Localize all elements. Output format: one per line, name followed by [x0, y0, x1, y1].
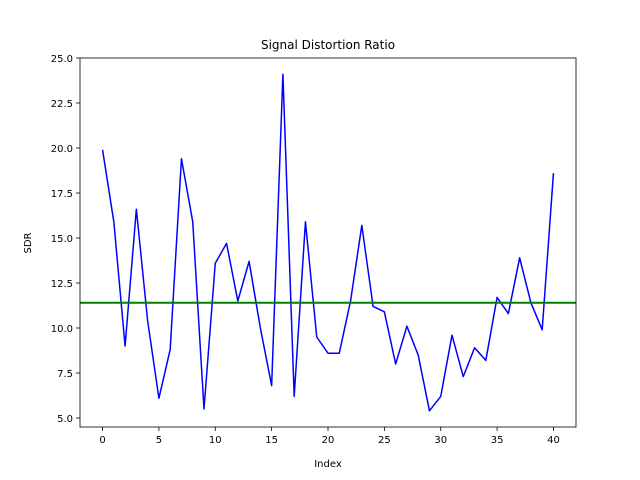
x-tick-label: 15 [265, 435, 278, 446]
y-axis-ticks: 5.0 7.5 10.0 12.5 15.0 17.5 20.0 22.5 25.0 [51, 54, 80, 425]
x-tick-label: 5 [156, 435, 162, 446]
chart-title: Signal Distortion Ratio [261, 38, 395, 52]
x-tick-label: 35 [491, 435, 504, 446]
x-tick-label: 40 [547, 435, 560, 446]
y-tick-label: 10.0 [51, 324, 73, 335]
y-tick-label: 12.5 [51, 279, 73, 290]
x-axis-ticks: 0 5 10 15 20 25 30 35 40 [99, 427, 560, 446]
x-tick-label: 0 [99, 435, 105, 446]
y-tick-label: 20.0 [51, 144, 73, 155]
y-tick-label: 7.5 [57, 369, 73, 380]
y-tick-label: 17.5 [51, 189, 73, 200]
x-tick-label: 10 [209, 435, 222, 446]
y-tick-label: 5.0 [57, 414, 73, 425]
y-tick-label: 15.0 [51, 234, 73, 245]
series-line-0 [101, 73, 555, 412]
x-tick-label: 30 [434, 435, 447, 446]
y-tick-label: 25.0 [51, 54, 73, 65]
x-axis-label: Index [314, 459, 342, 470]
y-tick-label: 22.5 [51, 99, 73, 110]
y-axis-label: SDR [23, 232, 34, 253]
x-tick-label: 20 [322, 435, 335, 446]
x-tick-label: 25 [378, 435, 391, 446]
